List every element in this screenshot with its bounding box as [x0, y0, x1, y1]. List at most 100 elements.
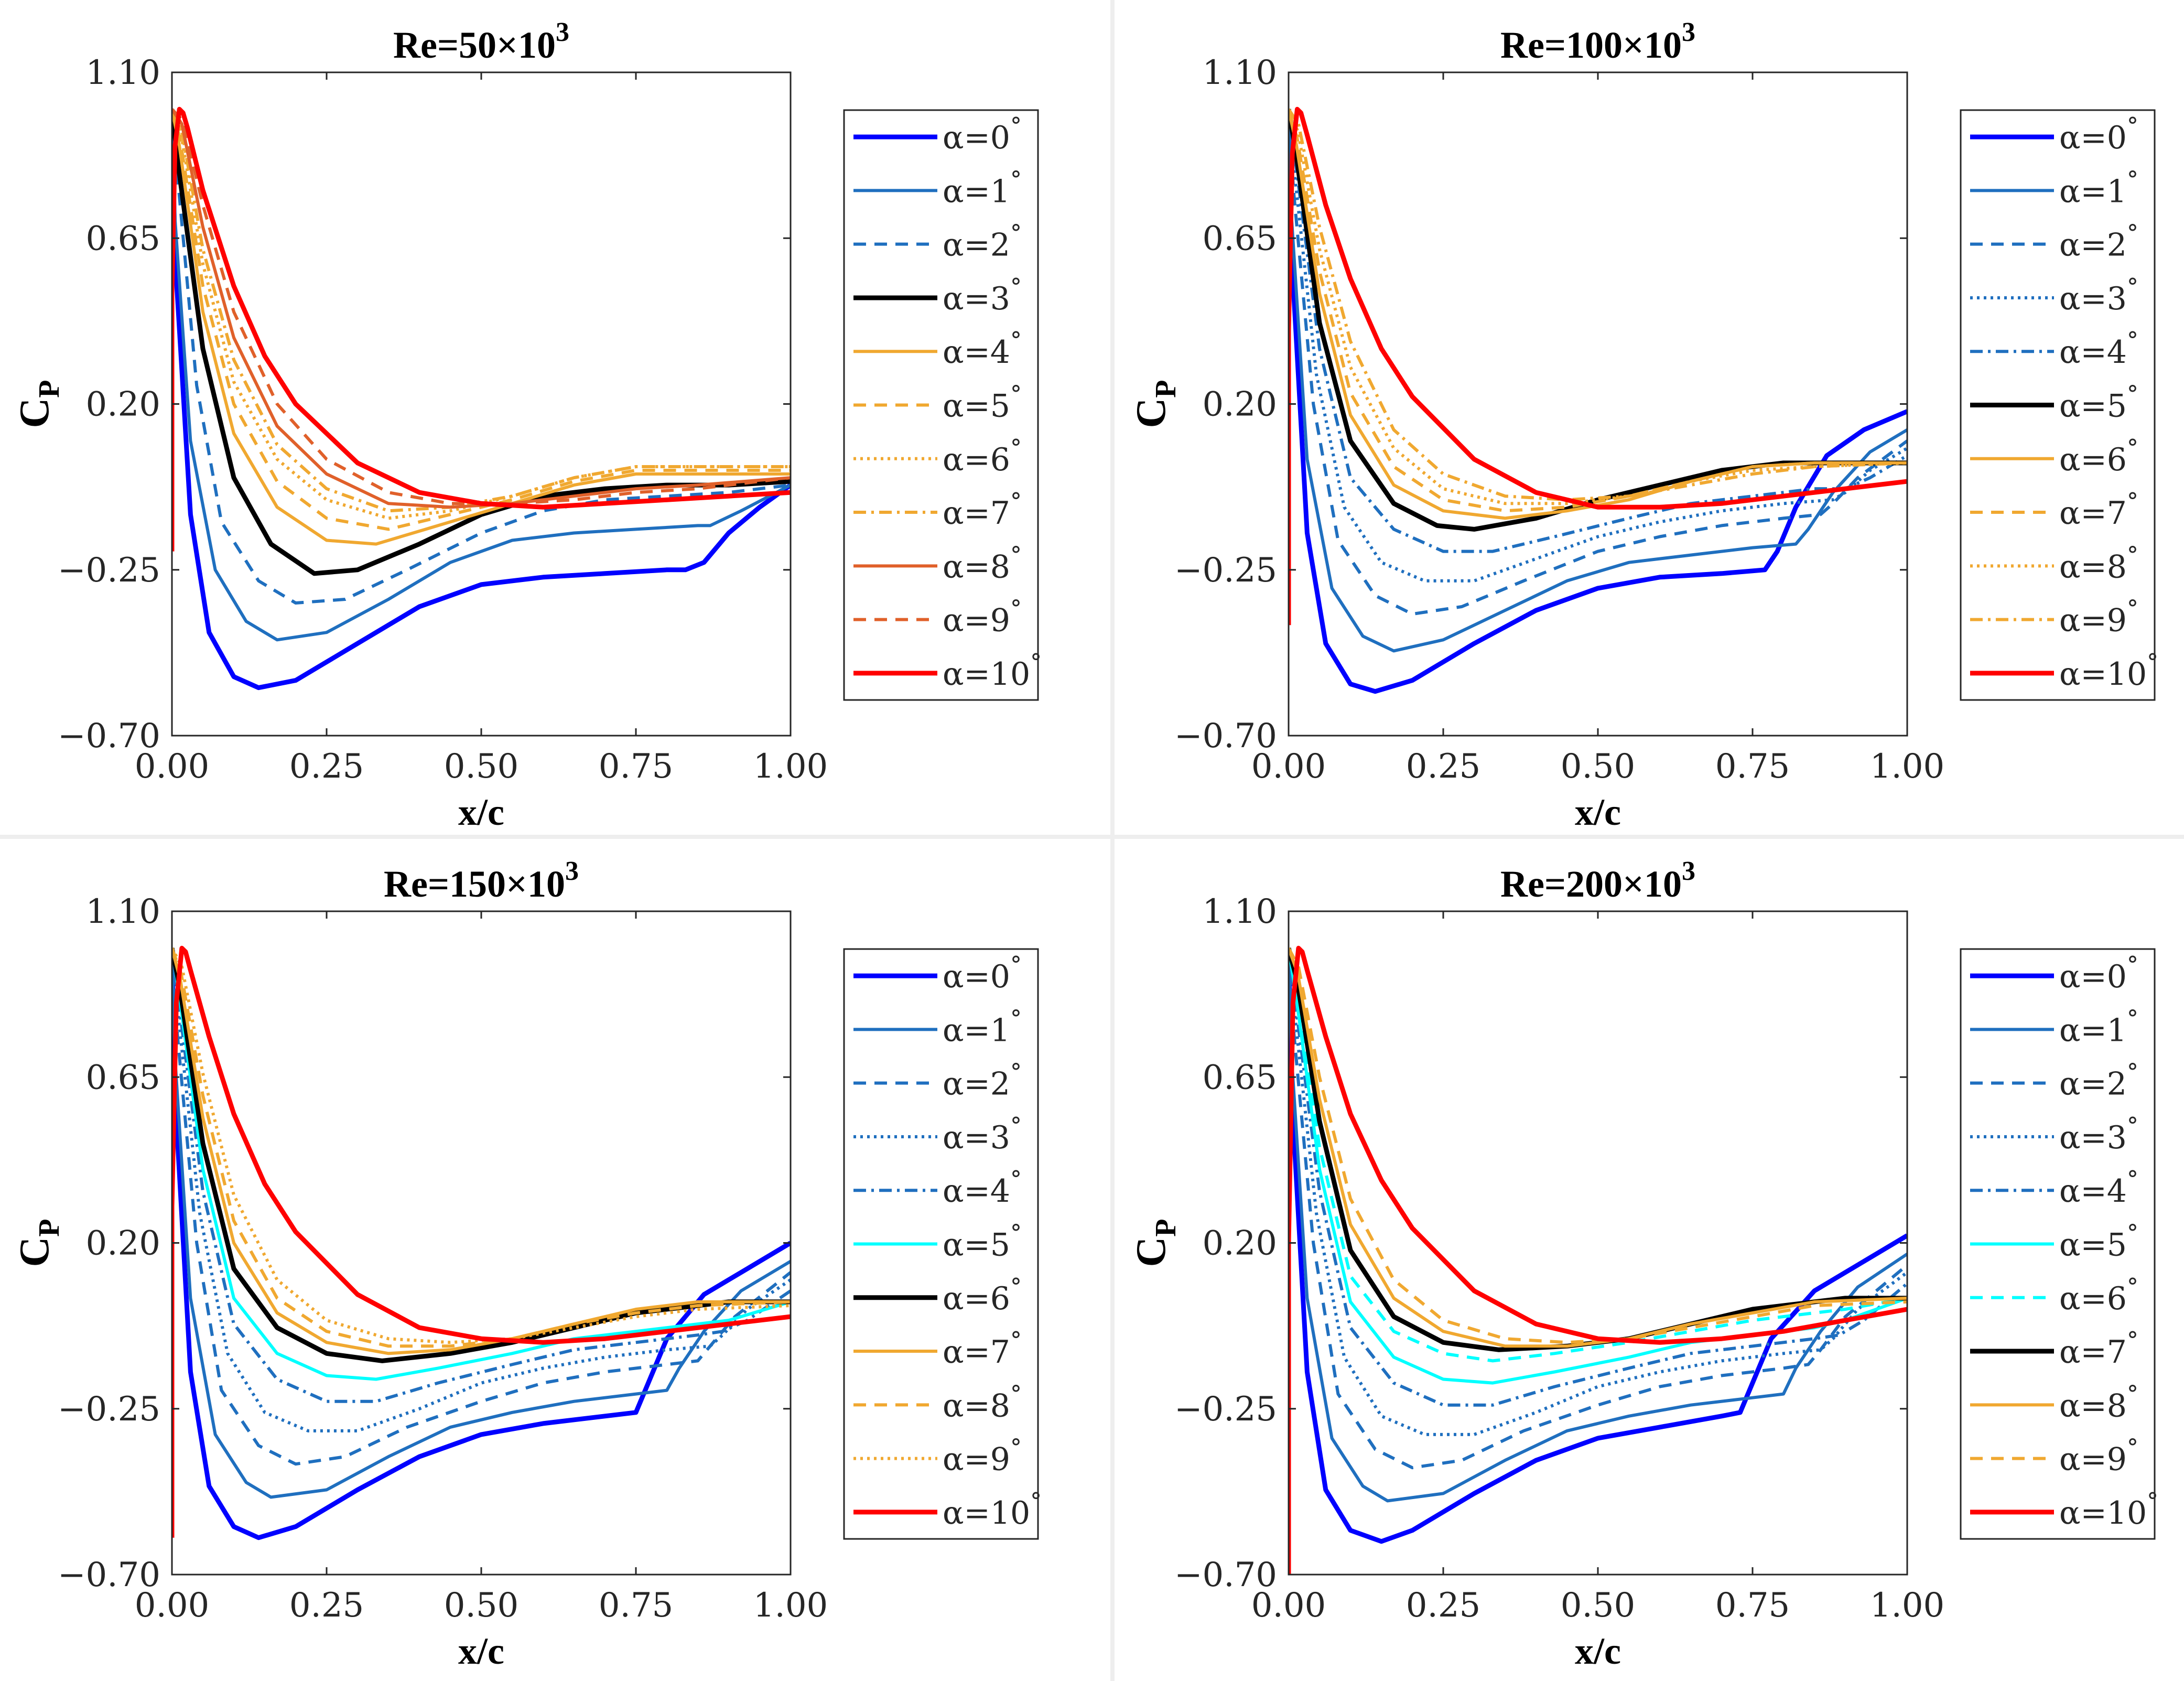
legend-label: α=2° — [943, 220, 1022, 264]
plot-area — [172, 911, 791, 1575]
chart-panel-4: 0.00 0.25 0.50 0.75 1.00 −0.70 −0.25 0.20 0.65 1.… — [1128, 856, 2158, 1672]
y-tick-label: 0.65 — [86, 1058, 161, 1097]
y-tick-label: −0.25 — [58, 551, 160, 590]
series-line-7 — [1289, 947, 1907, 1363]
legend-label: α=3° — [2059, 1113, 2138, 1156]
plot-area — [172, 72, 791, 736]
series-line-11 — [1289, 106, 1907, 626]
panel-divider-horizontal — [0, 835, 2184, 839]
series-line-6 — [172, 109, 791, 531]
y-tick-label: 1.10 — [86, 892, 161, 931]
y-axis-label-subscript: P — [1150, 380, 1182, 398]
legend-label: α=1° — [943, 166, 1022, 210]
series-line-10 — [1289, 108, 1907, 502]
series-line-3 — [1289, 948, 1907, 1470]
series-line-1 — [1289, 109, 1907, 694]
y-axis-label-subscript: P — [33, 1219, 66, 1237]
panel-divider-vertical — [1110, 0, 1115, 1681]
legend-label: α=7° — [943, 1327, 1022, 1371]
y-tick-label: 1.10 — [1203, 892, 1278, 931]
chart-panel-1: 0.00 0.25 0.50 0.75 1.00 −0.70 −0.25 0.20 0.65 1.… — [12, 17, 1042, 833]
legend-label: α=3° — [943, 274, 1022, 317]
legend-label: α=0° — [2059, 952, 2138, 995]
series-line-7 — [1289, 109, 1907, 520]
series-line-10 — [172, 947, 791, 1344]
x-tick-label: 0.75 — [1715, 747, 1790, 786]
legend-label: α=0° — [943, 952, 1022, 995]
y-axis-label-subscript: P — [1150, 1219, 1182, 1237]
series-line-3 — [1289, 109, 1907, 616]
y-tick-label: −0.70 — [58, 717, 160, 756]
y-tick-label: 0.20 — [1203, 385, 1278, 424]
legend-label: α=6° — [2059, 435, 2138, 478]
y-tick-label: −0.70 — [1174, 1556, 1277, 1594]
x-tick-label: 0.50 — [444, 1586, 519, 1625]
y-tick-label: 0.20 — [86, 1224, 161, 1263]
x-tick-label: 0.50 — [1561, 1586, 1636, 1625]
chart-title: Re=200×103 — [1500, 856, 1695, 905]
legend-label: α=5° — [2059, 381, 2138, 425]
series-group — [172, 106, 791, 691]
y-tick-label: −0.70 — [58, 1556, 160, 1594]
y-tick-label: −0.70 — [1174, 717, 1277, 756]
legend-label: α=9° — [943, 596, 1022, 639]
series-line-8 — [172, 947, 791, 1355]
series-line-5 — [1289, 109, 1907, 553]
x-tick-label: 1.00 — [1870, 747, 1945, 786]
x-tick-label: 0.00 — [1251, 747, 1326, 786]
legend-label: α=8° — [943, 542, 1022, 585]
y-tick-label: 0.20 — [86, 385, 161, 424]
series-line-4 — [172, 948, 791, 1432]
series-line-8 — [172, 108, 791, 513]
series-line-5 — [172, 109, 791, 546]
legend-label: α=5° — [943, 381, 1022, 425]
y-tick-label: 0.65 — [1203, 1058, 1278, 1097]
legend-label: α=9° — [943, 1435, 1022, 1478]
series-group — [1289, 945, 1907, 1575]
series-line-4 — [172, 109, 791, 576]
x-axis-label: x/c — [1575, 791, 1621, 833]
legend: α=0° α=1° α=2° α=3° α=4° α=5° α=6° α=7° α=8° α=9°… — [1960, 948, 2158, 1540]
chart-title-exponent: 3 — [556, 17, 569, 47]
x-tick-label: 0.25 — [289, 747, 364, 786]
series-line-9 — [172, 947, 791, 1348]
legend-label: α=6° — [2059, 1274, 2138, 1317]
y-tick-label: 0.65 — [1203, 219, 1278, 258]
legend: α=0° α=1° α=2° α=3° α=4° α=5° α=6° α=7° α=8° α=9°… — [1960, 109, 2158, 701]
y-tick-label: 0.65 — [86, 219, 161, 258]
plot-area — [1289, 911, 1907, 1575]
series-line-2 — [1289, 948, 1907, 1503]
legend-label: α=3° — [943, 1113, 1022, 1156]
series-line-11 — [1289, 945, 1907, 1575]
y-axis-label: CP — [1128, 380, 1182, 428]
y-tick-label: −0.25 — [58, 1390, 160, 1429]
legend-label: α=4° — [943, 327, 1022, 371]
chart-title: Re=150×103 — [384, 856, 579, 905]
legend-label: α=9° — [2059, 596, 2138, 639]
legend-label: α=6° — [943, 1274, 1022, 1317]
legend-label: α=2° — [2059, 1059, 2138, 1103]
series-group — [1289, 106, 1907, 694]
legend-label: α=4° — [2059, 327, 2138, 371]
x-tick-label: 1.00 — [753, 1586, 828, 1625]
x-tick-label: 0.50 — [1561, 747, 1636, 786]
x-tick-label: 1.00 — [1870, 1586, 1945, 1625]
legend-label: α=7° — [943, 488, 1022, 532]
y-axis-label: CP — [1128, 1219, 1182, 1267]
series-line-10 — [1289, 947, 1907, 1344]
legend: α=0° α=1° α=2° α=3° α=4° α=5° α=6° α=7° α=8° α=9°… — [843, 109, 1042, 701]
legend-label: α=5° — [2059, 1220, 2138, 1264]
legend-label: α=9° — [2059, 1435, 2138, 1478]
legend-label: α=3° — [2059, 274, 2138, 317]
legend-label: α=10° — [2059, 1488, 2158, 1532]
legend-label: α=8° — [2059, 542, 2138, 585]
chart-title-exponent: 3 — [565, 856, 579, 886]
legend-label: α=10° — [2059, 649, 2158, 693]
series-line-9 — [1289, 947, 1907, 1348]
y-tick-label: 1.10 — [86, 53, 161, 92]
chart-panel-3: 0.00 0.25 0.50 0.75 1.00 −0.70 −0.25 0.20 0.65 1.… — [12, 856, 1042, 1672]
legend-label: α=1° — [943, 1005, 1022, 1049]
y-axis-label: CP — [12, 1219, 66, 1267]
x-tick-label: 0.00 — [135, 747, 210, 786]
